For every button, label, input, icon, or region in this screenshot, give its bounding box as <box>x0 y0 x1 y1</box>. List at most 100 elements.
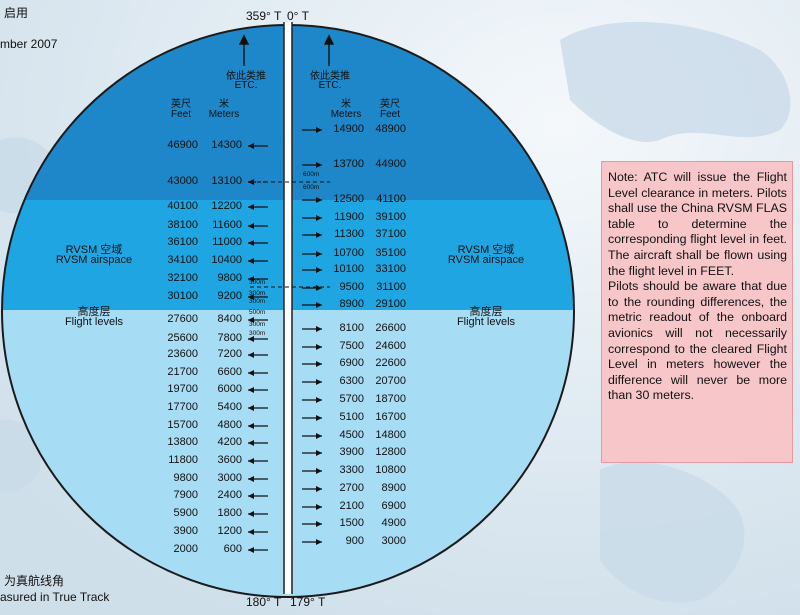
westbound-arrow <box>248 511 268 517</box>
westbound-arrow <box>248 529 268 535</box>
heading-359-label: 359° T <box>246 9 282 23</box>
left-level-meters: 4800 <box>217 419 242 431</box>
right-level-feet: 4900 <box>381 517 406 529</box>
eastbound-arrow <box>302 326 322 332</box>
top-left-label-en: mber 2007 <box>0 37 58 51</box>
right-level-meters: 7500 <box>339 340 364 352</box>
right-level-meters: 13700 <box>333 158 364 170</box>
right-level-meters: 10100 <box>333 263 364 275</box>
right-level-feet: 37100 <box>375 228 406 240</box>
left-feet-header-cn: 英尺 <box>171 99 191 110</box>
world-map-decoration <box>0 21 791 603</box>
right-level-feet: 41100 <box>376 193 406 205</box>
left-level-meters: 9800 <box>217 272 242 284</box>
right-level-meters: 6300 <box>339 375 364 387</box>
eastbound-arrow <box>302 285 322 291</box>
left-level-feet: 43000 <box>167 175 198 187</box>
heading-0-label: 0° T <box>287 9 309 23</box>
left-meters-header-en: Meters <box>208 109 240 120</box>
left-level-meters: 10400 <box>211 254 242 266</box>
westbound-arrow <box>248 370 268 376</box>
right-level-feet: 8900 <box>381 482 406 494</box>
left-feet-header-en: Feet <box>170 109 191 120</box>
right-level-feet: 44900 <box>375 158 406 170</box>
right-level-meters: 5100 <box>339 411 364 423</box>
eastbound-arrow <box>302 127 322 133</box>
left-level-meters: 9200 <box>217 290 242 302</box>
left-level-feet: 27600 <box>167 313 198 325</box>
left-level-meters: 2400 <box>217 489 242 501</box>
westbound-arrow <box>248 294 268 300</box>
etc-label-en-right: ETC. <box>318 80 342 91</box>
westbound-arrow <box>248 387 268 393</box>
westbound-arrow <box>248 458 268 464</box>
right-level-meters: 12500 <box>333 193 364 205</box>
right-level-meters: 1500 <box>339 517 364 529</box>
rvsm-label-en-left: RVSM airspace <box>55 254 133 266</box>
right-level-meters: 8900 <box>339 298 364 310</box>
eastbound-arrow <box>302 162 322 168</box>
left-meters-header-cn: 米 <box>219 99 229 110</box>
direction-arrows <box>248 127 322 553</box>
left-level-feet: 38100 <box>167 219 198 231</box>
right-level-feet: 29100 <box>375 298 406 310</box>
left-level-meters: 13100 <box>211 175 242 187</box>
left-level-meters: 6000 <box>217 383 242 395</box>
left-level-feet: 23600 <box>167 348 198 360</box>
right-level-meters: 10700 <box>333 247 364 259</box>
levels-label-cn-right: 高度层 <box>469 306 503 318</box>
separation-label-500m: 500m <box>249 309 266 316</box>
right-meters-header-cn: 米 <box>341 99 351 110</box>
left-level-meters: 7800 <box>217 332 242 344</box>
right-level-meters: 5700 <box>339 393 364 405</box>
eastbound-arrow <box>302 267 322 273</box>
eastbound-arrow <box>302 539 322 545</box>
separation-label-300m-d: 300m <box>249 321 266 328</box>
right-level-feet: 31100 <box>376 281 406 293</box>
etc-label-cn-right: 依此类推 <box>310 71 350 82</box>
right-level-feet: 20700 <box>375 375 406 387</box>
rvsm-label-cn-right: RVSM 空域 <box>457 244 515 256</box>
eastbound-arrow <box>302 344 322 350</box>
left-level-feet: 11800 <box>168 454 198 466</box>
right-level-meters: 3300 <box>339 464 364 476</box>
right-level-feet: 26600 <box>375 322 406 334</box>
westbound-arrow <box>248 352 268 358</box>
left-level-feet: 5900 <box>173 507 198 519</box>
eastbound-arrow <box>302 486 322 492</box>
right-level-meters: 8100 <box>339 322 364 334</box>
westbound-arrow <box>248 143 268 149</box>
eastbound-arrow <box>302 450 322 456</box>
heading-180-label: 180° T <box>246 595 282 609</box>
right-level-meters: 900 <box>345 535 364 547</box>
right-level-feet: 12800 <box>375 446 406 458</box>
left-level-feet: 21700 <box>167 366 198 378</box>
left-level-feet: 46900 <box>167 139 198 151</box>
left-level-feet: 7900 <box>173 489 198 501</box>
left-level-meters: 8400 <box>217 313 242 325</box>
right-level-meters: 2700 <box>339 482 364 494</box>
westbound-arrow <box>248 179 268 185</box>
right-level-feet: 16700 <box>375 411 406 423</box>
left-level-feet: 17700 <box>167 401 198 413</box>
bottom-left-label-cn: 为真航线角 <box>4 574 65 588</box>
right-level-feet: 18700 <box>375 393 406 405</box>
heading-179-label: 179° T <box>290 595 326 609</box>
eastbound-arrow <box>302 397 322 403</box>
right-level-meters: 4500 <box>339 429 364 441</box>
eastbound-arrow <box>302 415 322 421</box>
separation-label-600m-b: 600m <box>303 184 320 191</box>
left-level-feet: 25600 <box>167 332 198 344</box>
left-level-feet: 34100 <box>167 254 198 266</box>
westbound-arrow <box>248 493 268 499</box>
left-level-meters: 3600 <box>217 454 242 466</box>
eastbound-arrow <box>302 379 322 385</box>
right-level-feet: 39100 <box>375 211 406 223</box>
westbound-arrow <box>248 336 268 342</box>
top-left-label-cn: 启用 <box>4 6 29 20</box>
left-level-feet: 19700 <box>167 383 198 395</box>
levels-label-en-left: Flight levels <box>64 316 124 328</box>
left-level-meters: 4200 <box>217 436 242 448</box>
